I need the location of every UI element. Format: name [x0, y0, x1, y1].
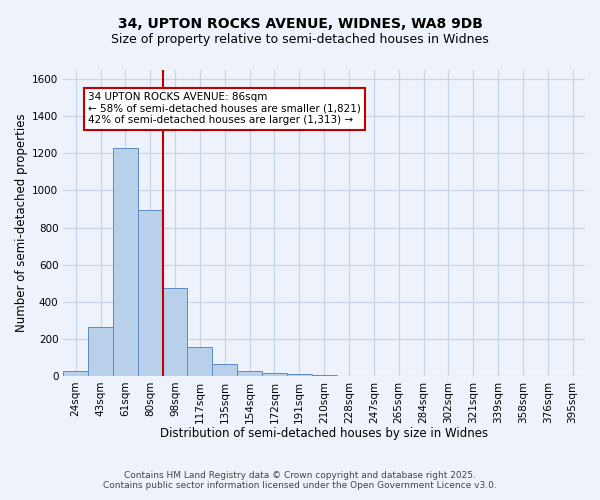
- Bar: [237, 370, 262, 376]
- Bar: [287, 374, 312, 376]
- Bar: [187, 347, 212, 376]
- Text: Size of property relative to semi-detached houses in Widnes: Size of property relative to semi-detach…: [111, 32, 489, 46]
- Bar: [88, 326, 113, 376]
- Bar: [138, 210, 163, 376]
- Bar: [163, 288, 187, 376]
- Text: 34, UPTON ROCKS AVENUE, WIDNES, WA8 9DB: 34, UPTON ROCKS AVENUE, WIDNES, WA8 9DB: [118, 18, 482, 32]
- Bar: [113, 148, 138, 376]
- Text: 34 UPTON ROCKS AVENUE: 86sqm
← 58% of semi-detached houses are smaller (1,821)
4: 34 UPTON ROCKS AVENUE: 86sqm ← 58% of se…: [88, 92, 361, 126]
- Bar: [63, 370, 88, 376]
- X-axis label: Distribution of semi-detached houses by size in Widnes: Distribution of semi-detached houses by …: [160, 427, 488, 440]
- Text: Contains HM Land Registry data © Crown copyright and database right 2025.
Contai: Contains HM Land Registry data © Crown c…: [103, 470, 497, 490]
- Bar: [212, 364, 237, 376]
- Bar: [262, 372, 287, 376]
- Bar: [312, 375, 337, 376]
- Y-axis label: Number of semi-detached properties: Number of semi-detached properties: [15, 114, 28, 332]
